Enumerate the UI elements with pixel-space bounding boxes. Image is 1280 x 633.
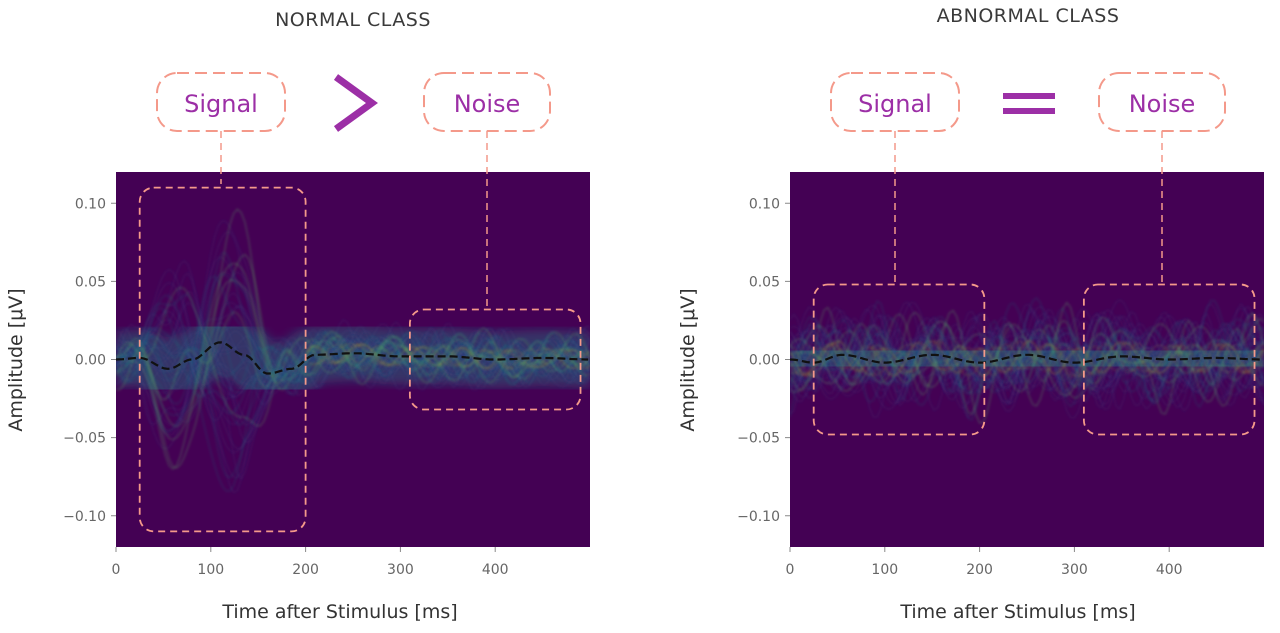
trace-line-dense bbox=[790, 341, 1264, 377]
x-tick-label: 300 bbox=[387, 562, 414, 578]
signal-pill bbox=[156, 72, 286, 132]
trace-line bbox=[116, 262, 590, 470]
trace-line-dense bbox=[790, 342, 1264, 378]
trace-line bbox=[116, 272, 590, 480]
normal-class-panel: NORMAL CLASS Signal Noise 0.10 0.05 0.00 −0… bbox=[5, 9, 590, 623]
y-tick-label: −0.10 bbox=[63, 509, 106, 525]
normal-noise-box bbox=[408, 308, 582, 411]
trace-line-dense bbox=[790, 340, 1264, 377]
x-tick-label: 400 bbox=[1156, 562, 1183, 578]
trace-line bbox=[790, 315, 1264, 400]
x-tick-label: 0 bbox=[112, 562, 121, 578]
trace-line-dense bbox=[305, 344, 590, 369]
trace-line bbox=[116, 208, 590, 469]
normal-y-axis-label: Amplitude [μV] bbox=[5, 288, 27, 431]
x-tick-label: 200 bbox=[292, 562, 319, 578]
equals-operator bbox=[1003, 93, 1055, 114]
y-tick-label: −0.05 bbox=[737, 431, 780, 447]
noise-label: Noise bbox=[1129, 90, 1196, 118]
trace-line-dense bbox=[305, 343, 590, 370]
abnormal-y-axis-label: Amplitude [μV] bbox=[677, 288, 699, 431]
y-tick-label: 0.00 bbox=[75, 353, 106, 369]
x-tick-label: 400 bbox=[482, 562, 509, 578]
normal-class-title: NORMAL CLASS bbox=[275, 9, 431, 31]
greater-than-operator bbox=[333, 74, 378, 132]
trace-line-dense bbox=[305, 343, 590, 369]
normal-x-axis-label: Time after Stimulus [ms] bbox=[221, 601, 457, 623]
trace-line bbox=[116, 282, 590, 450]
y-tick-label: 0.10 bbox=[75, 196, 106, 212]
y-tick-label: 0.05 bbox=[749, 274, 780, 290]
trace-line bbox=[790, 316, 1264, 393]
trace-line bbox=[116, 294, 590, 492]
trace-line bbox=[116, 271, 590, 432]
y-tick-label: −0.05 bbox=[63, 431, 106, 447]
abnormal-class-title: ABNORMAL CLASS bbox=[937, 5, 1120, 27]
abnormal-signal-box bbox=[812, 283, 986, 436]
signal-label: Signal bbox=[184, 90, 258, 118]
trace-line bbox=[790, 322, 1264, 394]
abnormal-mean-response-line bbox=[790, 353, 1263, 364]
y-tick-label: 0.00 bbox=[749, 353, 780, 369]
abnormal-noise-box bbox=[1082, 283, 1256, 436]
trace-line bbox=[790, 299, 1264, 408]
abnormal-x-axis-label: Time after Stimulus [ms] bbox=[899, 601, 1135, 623]
abnormal-x-ticks: 0 100 200 300 400 bbox=[786, 547, 1183, 578]
y-tick-label: 0.05 bbox=[75, 274, 106, 290]
trace-line bbox=[790, 311, 1264, 412]
y-tick-label: −0.10 bbox=[737, 509, 780, 525]
trace-line bbox=[790, 303, 1264, 411]
abnormal-y-ticks: 0.10 0.05 0.00 −0.05 −0.10 bbox=[737, 196, 790, 525]
normal-signal-box bbox=[138, 186, 307, 533]
trace-line-dense bbox=[790, 340, 1264, 377]
x-tick-label: 0 bbox=[786, 562, 795, 578]
trace-line-dense bbox=[305, 343, 590, 370]
trace-line-dense bbox=[790, 341, 1264, 377]
abnormal-class-panel: ABNORMAL CLASS Signal Noise 0.10 0.05 0.00… bbox=[677, 5, 1264, 623]
noise-label: Noise bbox=[454, 90, 521, 118]
y-tick-label: 0.10 bbox=[749, 196, 780, 212]
x-tick-label: 200 bbox=[966, 562, 993, 578]
x-tick-label: 100 bbox=[871, 562, 898, 578]
signal-pill bbox=[830, 72, 960, 132]
normal-y-ticks: 0.10 0.05 0.00 −0.05 −0.10 bbox=[63, 196, 116, 525]
trace-line bbox=[790, 325, 1264, 390]
signal-label: Signal bbox=[858, 90, 932, 118]
normal-x-ticks: 0 100 200 300 400 bbox=[112, 547, 509, 578]
x-tick-label: 100 bbox=[197, 562, 224, 578]
x-tick-label: 300 bbox=[1061, 562, 1088, 578]
